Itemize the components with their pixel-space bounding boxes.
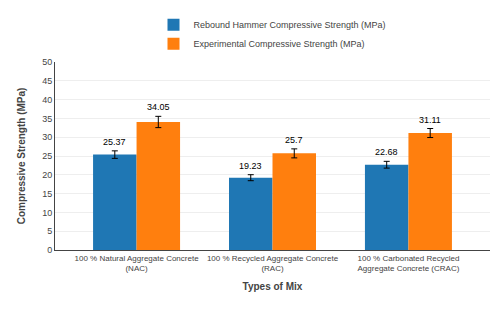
svg-text:20: 20 — [42, 170, 52, 180]
svg-text:Experimental Compressive Stren: Experimental Compressive Strength (MPa) — [194, 39, 365, 49]
svg-text:25.7: 25.7 — [285, 135, 303, 145]
svg-text:40: 40 — [42, 95, 52, 105]
svg-text:5: 5 — [47, 226, 52, 236]
svg-text:Rebound Hammer Compressive Str: Rebound Hammer Compressive Strength (MPa… — [194, 20, 386, 30]
svg-text:0: 0 — [47, 245, 52, 255]
svg-text:Compressive Strength (MPa): Compressive Strength (MPa) — [16, 88, 27, 225]
svg-text:10: 10 — [42, 208, 52, 218]
svg-text:19.23: 19.23 — [239, 161, 262, 171]
svg-text:22.68: 22.68 — [375, 147, 398, 157]
svg-text:25.37: 25.37 — [103, 137, 126, 147]
svg-text:35: 35 — [42, 114, 52, 124]
svg-text:100 % Recycled Aggregate Concr: 100 % Recycled Aggregate Concrete(RAC) — [207, 254, 339, 273]
svg-text:50: 50 — [42, 57, 52, 67]
svg-text:45: 45 — [42, 76, 52, 86]
svg-text:100 % Natural Aggregate Concre: 100 % Natural Aggregate Concrete(NAC) — [75, 254, 200, 273]
svg-text:34.05: 34.05 — [147, 102, 170, 112]
svg-text:31.11: 31.11 — [419, 115, 441, 125]
svg-text:100 % Carbonated RecycledAggre: 100 % Carbonated RecycledAggregate Concr… — [358, 254, 460, 273]
svg-text:Types of Mix: Types of Mix — [243, 281, 303, 292]
svg-text:25: 25 — [42, 151, 52, 161]
svg-text:30: 30 — [42, 132, 52, 142]
svg-text:15: 15 — [42, 189, 52, 199]
